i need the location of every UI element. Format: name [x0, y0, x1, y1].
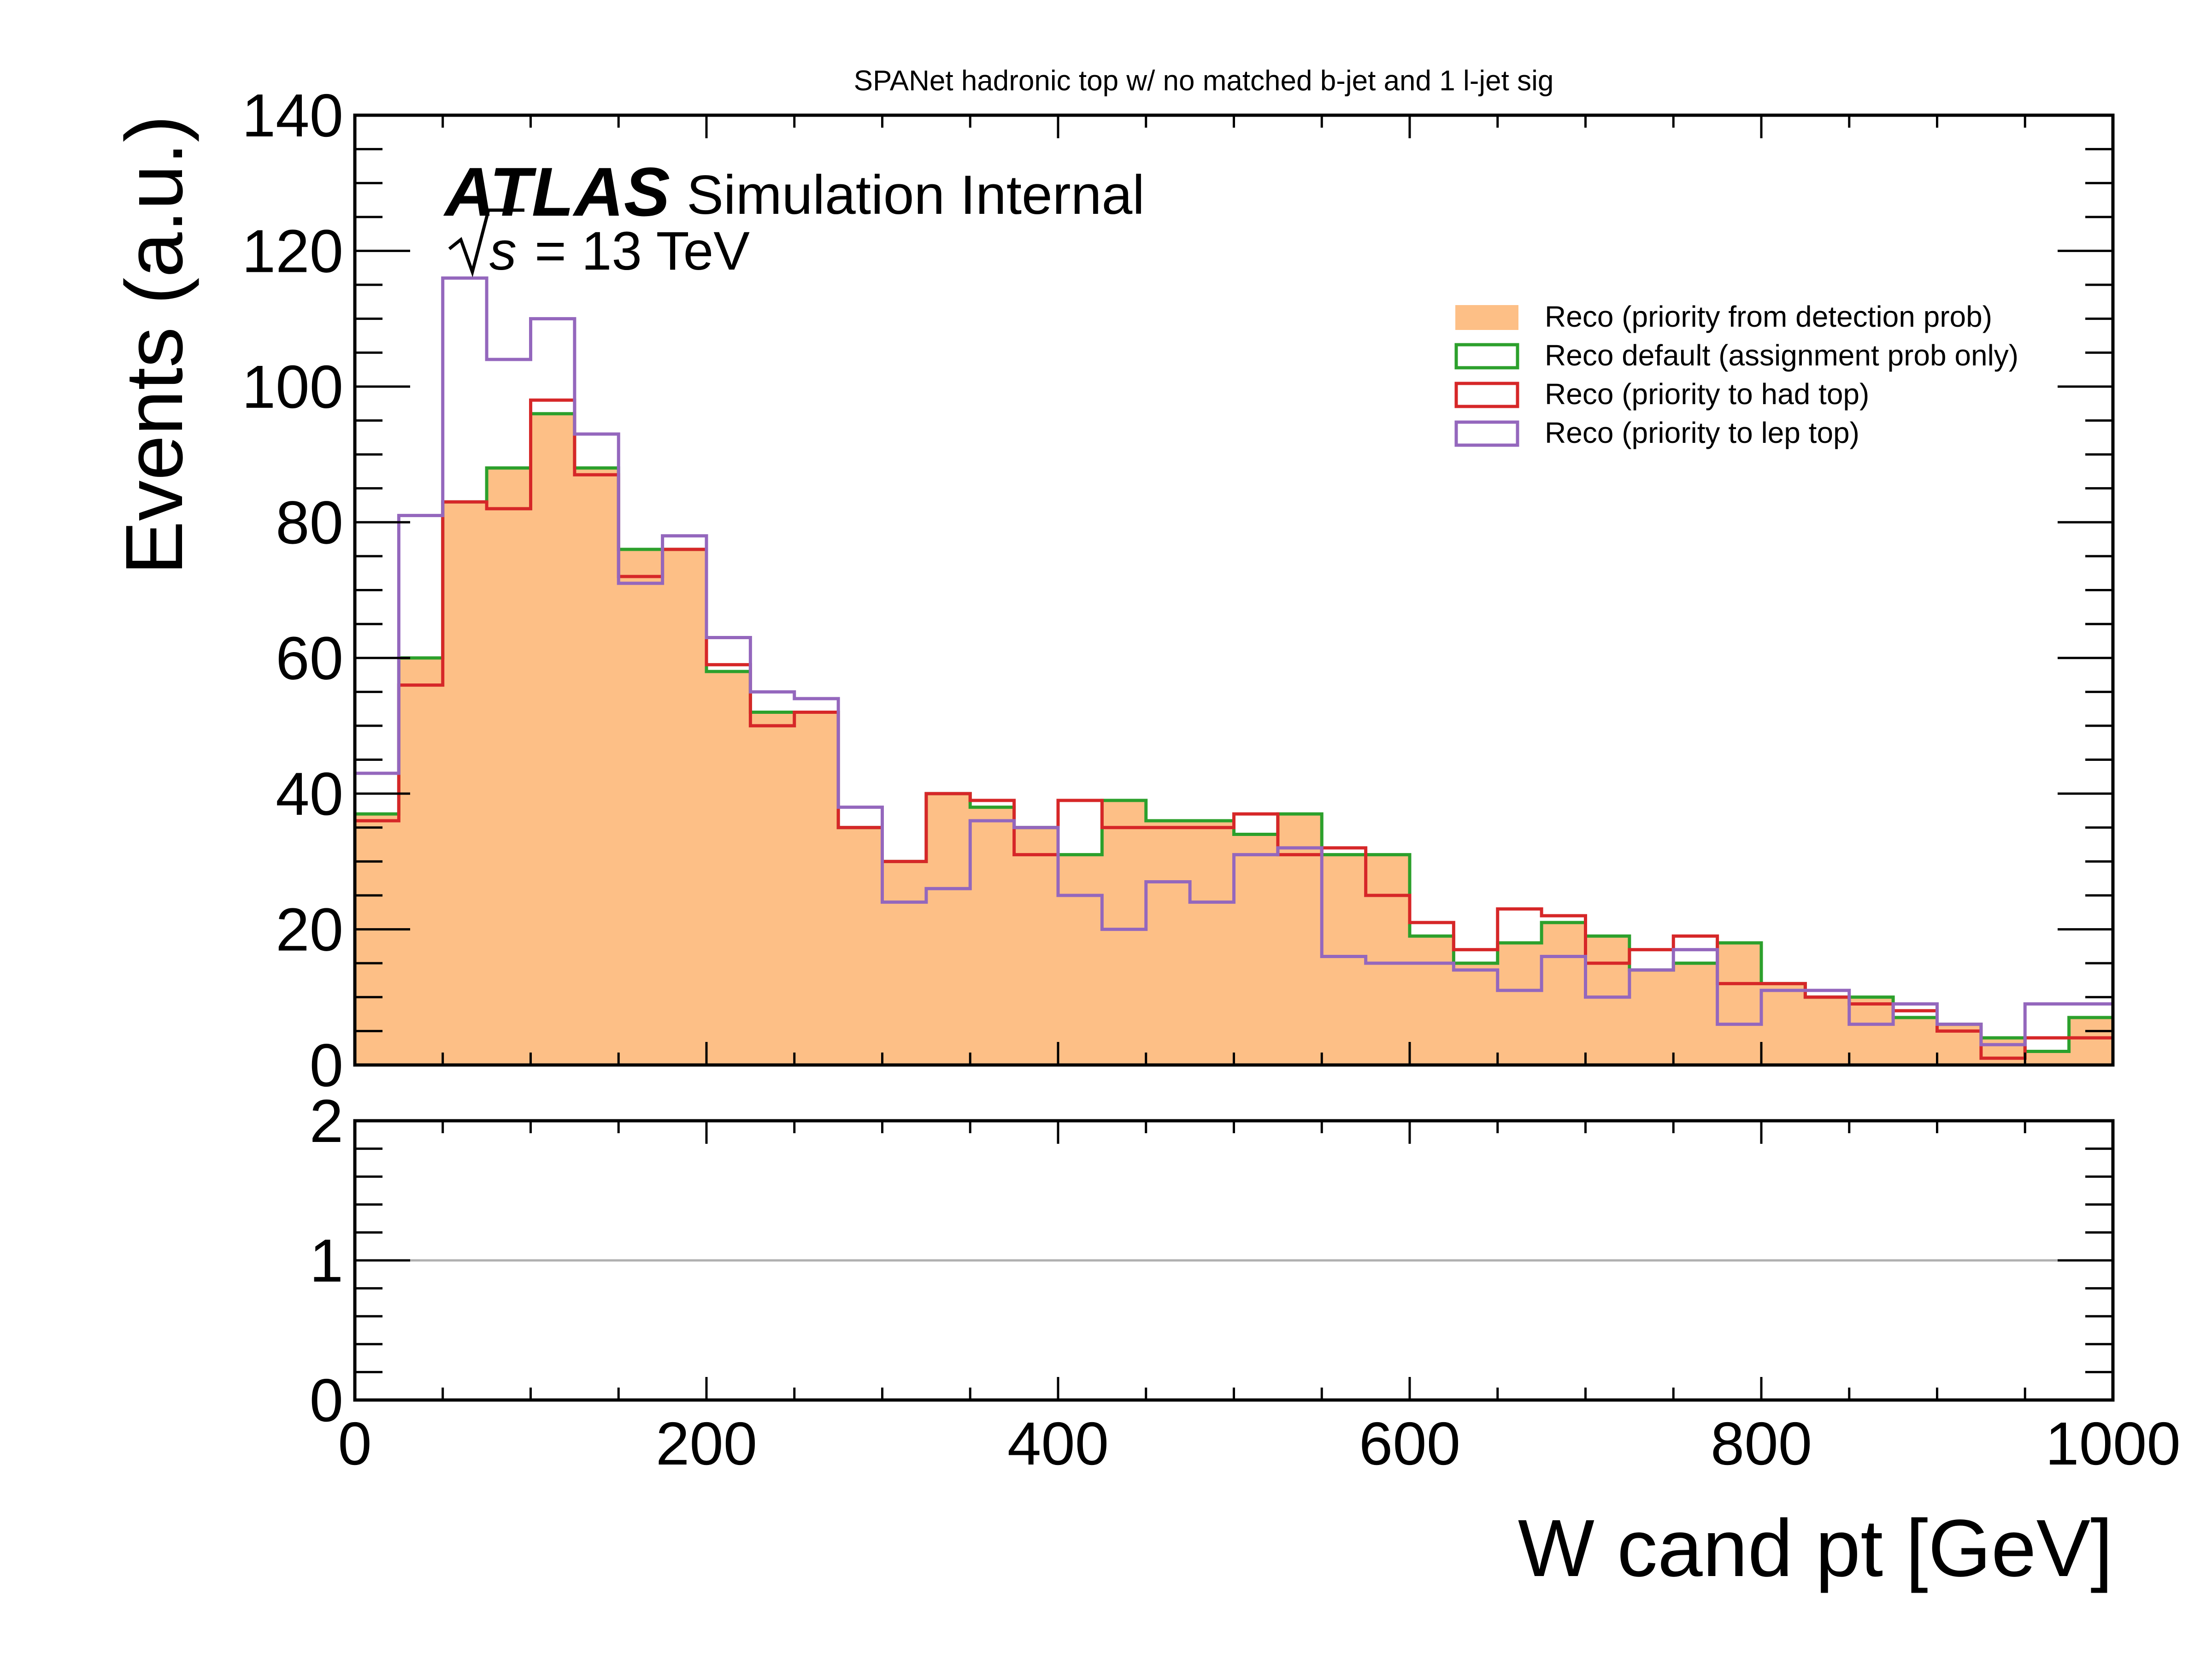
legend-item-reco-priority-to-had-top: Reco (priority to had top) [1454, 377, 1869, 411]
y-tick-label: 20 [276, 896, 343, 964]
bar-reco-priority-from-detection-prob-5 [574, 468, 619, 1065]
simulation-internal-text: Simulation Internal [687, 164, 1145, 226]
y-tick-label: 60 [276, 624, 343, 692]
bar-reco-priority-from-detection-prob-14 [970, 807, 1015, 1065]
ratio-y-tick-label: 2 [310, 1087, 343, 1155]
ratio-panel [353, 1119, 2115, 1402]
energy-symbol: s [489, 221, 517, 282]
x-tick-label: 0 [338, 1410, 371, 1477]
legend-swatch [1455, 305, 1518, 330]
legend-label: Reco (priority to had top) [1545, 377, 1869, 411]
ratio-y-tick-label: 0 [310, 1366, 343, 1434]
main-frame [353, 113, 2115, 1067]
ratio-frame [353, 1119, 2115, 1402]
bar-reco-priority-from-detection-prob-9 [750, 712, 795, 1065]
legend-label: Reco (priority from detection prob) [1545, 300, 1992, 333]
atlas-label: ATLAS Simulation Internal s = 13 TeV [443, 153, 1145, 282]
ratio-y-tick-label: 1 [310, 1227, 343, 1294]
legend-item-reco-default-assignment-prob-only: Reco default (assignment prob only) [1454, 339, 2018, 372]
bar-reco-priority-from-detection-prob-29 [1629, 970, 1674, 1065]
atlas-text: ATLAS [443, 153, 670, 230]
bar-reco-priority-from-detection-prob-37 [1981, 1038, 2026, 1065]
legend-swatch [1454, 382, 1519, 408]
x-tick-label: 800 [1711, 1410, 1812, 1477]
bar-reco-priority-from-detection-prob-21 [1277, 814, 1323, 1065]
bar-reco-priority-from-detection-prob-7 [662, 549, 707, 1065]
bar-reco-priority-from-detection-prob-30 [1673, 963, 1718, 1065]
bar-reco-priority-from-detection-prob-6 [618, 549, 663, 1065]
legend-label: Reco (priority to lep top) [1545, 416, 1859, 449]
bar-reco-priority-from-detection-prob-15 [1014, 827, 1059, 1065]
x-tick-label: 400 [1007, 1410, 1109, 1477]
bar-reco-priority-from-detection-prob-27 [1541, 922, 1586, 1065]
plot-title: SPANet hadronic top w/ no matched b-jet … [854, 65, 1554, 97]
step-layer [353, 276, 2115, 1065]
bar-reco-priority-from-detection-prob-12 [882, 861, 927, 1065]
bar-reco-priority-from-detection-prob-4 [530, 413, 575, 1065]
x-axis-title: W cand pt [GeV] [1518, 1503, 2113, 1594]
x-tick-label: 200 [656, 1410, 757, 1477]
bar-reco-priority-from-detection-prob-1 [399, 658, 443, 1065]
bar-reco-priority-from-detection-prob-24 [1410, 936, 1454, 1065]
bar-reco-priority-from-detection-prob-23 [1365, 854, 1410, 1065]
bar-reco-priority-from-detection-prob-19 [1190, 821, 1235, 1065]
bar-reco-priority-from-detection-prob-8 [706, 671, 751, 1065]
sqrt-icon [448, 208, 524, 277]
bar-reco-priority-from-detection-prob-13 [926, 794, 971, 1065]
y-tick-label: 140 [242, 82, 343, 149]
bar-reco-priority-from-detection-prob-18 [1146, 821, 1190, 1065]
legend-swatch [1454, 343, 1519, 370]
y-tick-label: 80 [276, 488, 343, 556]
bar-reco-priority-from-detection-prob-33 [1805, 997, 1850, 1065]
y-tick-label: 120 [242, 217, 343, 285]
legend-swatch [1454, 420, 1519, 447]
bar-reco-priority-from-detection-prob-17 [1102, 800, 1147, 1065]
y-tick-label: 40 [276, 760, 343, 828]
series-reco-priority-to-lep-top [353, 276, 2115, 1065]
bar-reco-priority-from-detection-prob-35 [1893, 1017, 1938, 1065]
legend: Reco (priority from detection prob) Reco … [1454, 300, 2018, 449]
x-tick-label: 600 [1359, 1410, 1460, 1477]
y-tick-label: 0 [310, 1031, 343, 1099]
bar-reco-priority-from-detection-prob-0 [355, 814, 400, 1065]
y-tick-labels: 0 20 40 60 80 100 120 140 [242, 82, 343, 1099]
y-axis-title: Events (a.u.) [109, 115, 200, 575]
x-tick-labels: 0 200 400 600 800 1000 [338, 1410, 2181, 1477]
bar-reco-priority-from-detection-prob-16 [1058, 854, 1103, 1065]
y-tick-label: 100 [242, 353, 343, 421]
fill-layer [355, 413, 2113, 1065]
bar-reco-priority-from-detection-prob-28 [1585, 936, 1630, 1065]
bar-reco-priority-from-detection-prob-11 [838, 827, 883, 1065]
legend-item-reco-priority-to-lep-top: Reco (priority to lep top) [1454, 416, 1859, 449]
x-tick-label: 1000 [2045, 1410, 2181, 1477]
bar-reco-priority-from-detection-prob-31 [1717, 943, 1762, 1065]
legend-item-reco-priority-from-detection-prob: Reco (priority from detection prob) [1455, 300, 1992, 333]
bar-reco-priority-from-detection-prob-32 [1761, 983, 1806, 1065]
bar-reco-priority-from-detection-prob-10 [794, 712, 839, 1065]
bar-reco-priority-from-detection-prob-22 [1322, 854, 1366, 1065]
bar-reco-priority-from-detection-prob-38 [2025, 1051, 2070, 1065]
ratio-y-tick-labels: 0 1 2 [310, 1087, 343, 1434]
bar-reco-priority-from-detection-prob-26 [1497, 943, 1542, 1065]
bar-reco-priority-from-detection-prob-2 [442, 502, 487, 1065]
main-panel [353, 113, 2115, 1067]
legend-label: Reco default (assignment prob only) [1545, 339, 2018, 372]
bar-reco-priority-from-detection-prob-3 [487, 468, 531, 1065]
bar-reco-priority-from-detection-prob-25 [1453, 963, 1498, 1065]
bar-reco-priority-from-detection-prob-39 [2069, 1017, 2113, 1065]
bar-reco-priority-from-detection-prob-34 [1849, 997, 1894, 1065]
energy-label: = 13 TeV [535, 221, 750, 282]
bar-reco-priority-from-detection-prob-20 [1234, 834, 1278, 1065]
